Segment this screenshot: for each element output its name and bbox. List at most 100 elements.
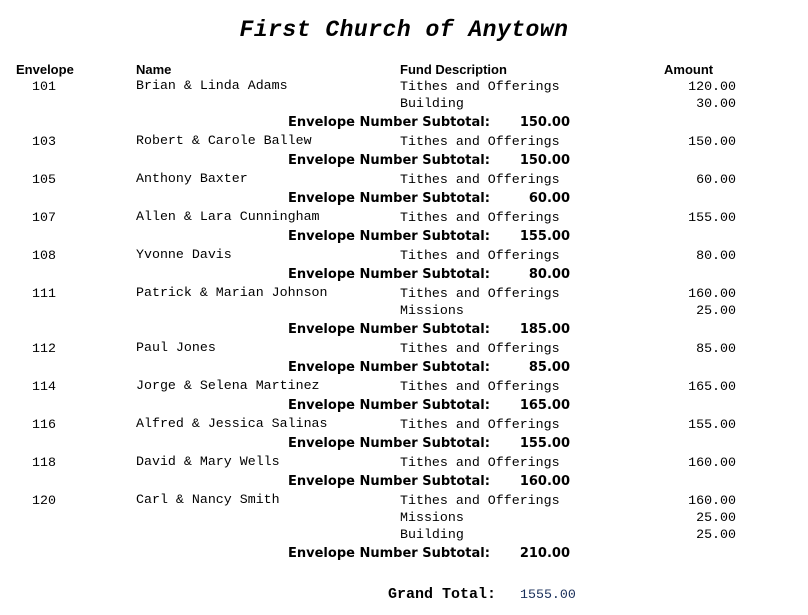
amount: 155.00 (688, 210, 736, 225)
fund-description: Tithes and Offerings (400, 172, 560, 187)
amount: 30.00 (696, 96, 736, 111)
envelope-number: 112 (32, 341, 56, 356)
amount: 160.00 (688, 286, 736, 301)
detail-row: 107 Allen & Lara Cunningham Tithes and Off… (0, 209, 808, 226)
subtotal-label: Envelope Number Subtotal: (288, 267, 490, 282)
subtotal-value: 210.00 (519, 546, 570, 561)
fund-description: Tithes and Offerings (400, 286, 560, 301)
envelope-group: 111 Patrick & Marian Johnson Tithes and Of… (0, 285, 808, 340)
subtotal-row: Envelope Number Subtotal: 160.00 (0, 473, 808, 492)
subtotal-value: 160.00 (519, 474, 570, 489)
envelope-group: 116 Alfred & Jessica Salinas Tithes and Of… (0, 416, 808, 454)
fund-description: Building (400, 527, 464, 542)
fund-description: Missions (400, 510, 464, 525)
subtotal-row: Envelope Number Subtotal: 210.00 (0, 545, 808, 564)
fund-description: Tithes and Offerings (400, 341, 560, 356)
subtotal-value: 150.00 (519, 115, 570, 130)
detail-row: 118 David & Mary Wells Tithes and Offering… (0, 454, 808, 471)
envelope-group: 112 Paul Jones Tithes and Offerings 85.00 En… (0, 340, 808, 378)
fund-description: Tithes and Offerings (400, 493, 560, 508)
subtotal-label: Envelope Number Subtotal: (288, 436, 490, 451)
envelope-number: 111 (32, 286, 56, 301)
donor-name: Jorge & Selena Martinez (136, 378, 320, 393)
fund-description: Tithes and Offerings (400, 79, 560, 94)
subtotal-label: Envelope Number Subtotal: (288, 398, 490, 413)
amount: 150.00 (688, 134, 736, 149)
subtotal-value: 80.00 (528, 267, 570, 282)
fund-description: Tithes and Offerings (400, 134, 560, 149)
fund-description: Tithes and Offerings (400, 379, 560, 394)
amount: 60.00 (696, 172, 736, 187)
subtotal-row: Envelope Number Subtotal: 150.00 (0, 152, 808, 171)
grand-total-value: 1555.00 (520, 587, 576, 602)
fund-description: Tithes and Offerings (400, 248, 560, 263)
subtotal-row: Envelope Number Subtotal: 150.00 (0, 114, 808, 133)
fund-description: Tithes and Offerings (400, 455, 560, 470)
header-amount: Amount (664, 62, 714, 77)
subtotal-value: 155.00 (519, 436, 570, 451)
amount: 120.00 (688, 79, 736, 94)
envelope-group: 107 Allen & Lara Cunningham Tithes and Off… (0, 209, 808, 247)
subtotal-value: 85.00 (528, 360, 570, 375)
amount: 160.00 (688, 455, 736, 470)
subtotal-label: Envelope Number Subtotal: (288, 115, 490, 130)
subtotal-value: 165.00 (519, 398, 570, 413)
detail-row: 105 Anthony Baxter Tithes and Offerings 60.… (0, 171, 808, 188)
subtotal-label: Envelope Number Subtotal: (288, 360, 490, 375)
envelope-group: 105 Anthony Baxter Tithes and Offerings 60.… (0, 171, 808, 209)
contribution-groups: 101 Brian & Linda Adams Tithes and Offerin… (0, 78, 808, 564)
envelope-number: 105 (32, 172, 56, 187)
fund-description: Missions (400, 303, 464, 318)
detail-row: 108 Yvonne Davis Tithes and Offerings 80.00 (0, 247, 808, 264)
donor-name: Paul Jones (136, 340, 216, 355)
subtotal-value: 60.00 (528, 191, 570, 206)
donor-name: David & Mary Wells (136, 454, 280, 469)
fund-description: Tithes and Offerings (400, 417, 560, 432)
amount: 25.00 (696, 303, 736, 318)
subtotal-row: Envelope Number Subtotal: 155.00 (0, 228, 808, 247)
envelope-number: 118 (32, 455, 56, 470)
envelope-number: 107 (32, 210, 56, 225)
amount: 25.00 (696, 527, 736, 542)
subtotal-row: Envelope Number Subtotal: 85.00 (0, 359, 808, 378)
subtotal-label: Envelope Number Subtotal: (288, 153, 490, 168)
envelope-number: 108 (32, 248, 56, 263)
detail-row: 111 Patrick & Marian Johnson Tithes and Of… (0, 285, 808, 302)
subtotal-value: 185.00 (519, 322, 570, 337)
donor-name: Anthony Baxter (136, 171, 248, 186)
report-title: First Church of Anytown (239, 17, 569, 43)
subtotal-label: Envelope Number Subtotal: (288, 546, 490, 561)
subtotal-row: Envelope Number Subtotal: 80.00 (0, 266, 808, 285)
subtotal-value: 155.00 (519, 229, 570, 244)
detail-row: Building 30.00 (0, 95, 808, 112)
amount: 85.00 (696, 341, 736, 356)
envelope-number: 101 (32, 79, 56, 94)
envelope-group: 120 Carl & Nancy Smith Tithes and Offering… (0, 492, 808, 564)
donor-name: Carl & Nancy Smith (136, 492, 280, 507)
envelope-group: 118 David & Mary Wells Tithes and Offering… (0, 454, 808, 492)
detail-row: 112 Paul Jones Tithes and Offerings 85.00 (0, 340, 808, 357)
donor-name: Alfred & Jessica Salinas (136, 416, 328, 431)
donor-name: Brian & Linda Adams (136, 78, 288, 93)
detail-row: 120 Carl & Nancy Smith Tithes and Offering… (0, 492, 808, 509)
fund-description: Building (400, 96, 464, 111)
detail-row: 103 Robert & Carole Ballew Tithes and Offe… (0, 133, 808, 150)
subtotal-row: Envelope Number Subtotal: 165.00 (0, 397, 808, 416)
donor-name: Allen & Lara Cunningham (136, 209, 320, 224)
donor-name: Robert & Carole Ballew (136, 133, 312, 148)
amount: 80.00 (696, 248, 736, 263)
amount: 165.00 (688, 379, 736, 394)
detail-row: Missions 25.00 (0, 509, 808, 526)
subtotal-label: Envelope Number Subtotal: (288, 191, 490, 206)
subtotal-label: Envelope Number Subtotal: (288, 322, 490, 337)
detail-row: 114 Jorge & Selena Martinez Tithes and Off… (0, 378, 808, 395)
envelope-number: 103 (32, 134, 56, 149)
subtotal-value: 150.00 (519, 153, 570, 168)
header-envelope: Envelope (16, 62, 74, 77)
detail-row: Building 25.00 (0, 526, 808, 543)
amount: 155.00 (688, 417, 736, 432)
header-name: Name (136, 62, 172, 77)
detail-row: Missions 25.00 (0, 302, 808, 319)
subtotal-label: Envelope Number Subtotal: (288, 229, 490, 244)
fund-description: Tithes and Offerings (400, 210, 560, 225)
